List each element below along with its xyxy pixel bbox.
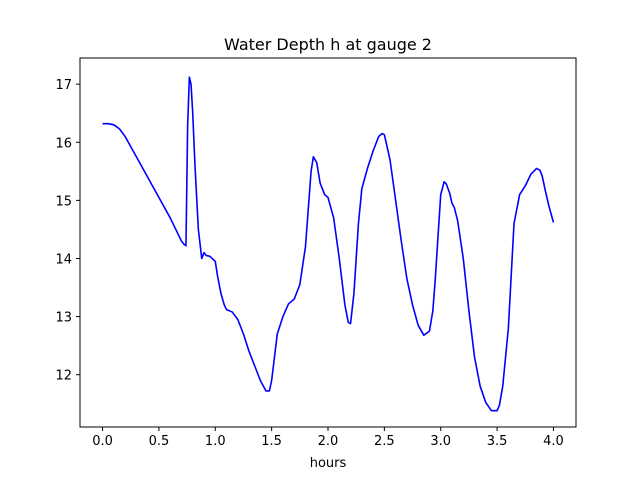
x-tick-label: 0.5 xyxy=(149,434,170,449)
y-axis-ticks: 12 13 14 15 16 17 xyxy=(55,78,80,384)
x-axis-ticks: 0.0 0.5 1.0 1.5 2.0 2.5 3.0 3.5 4.0 xyxy=(92,427,564,449)
y-tick-label: 17 xyxy=(55,78,72,93)
x-tick-label: 3.0 xyxy=(430,434,451,449)
x-tick-label: 2.0 xyxy=(318,434,339,449)
x-tick-label: 0.0 xyxy=(92,434,113,449)
x-tick-label: 1.0 xyxy=(205,434,226,449)
x-tick-label: 2.5 xyxy=(374,434,395,449)
x-tick-label: 4.0 xyxy=(543,434,564,449)
y-tick-label: 14 xyxy=(55,252,72,267)
chart-title: Water Depth h at gauge 2 xyxy=(224,35,432,54)
x-tick-label: 1.5 xyxy=(261,434,282,449)
y-tick-label: 12 xyxy=(55,369,72,384)
x-axis-label: hours xyxy=(310,456,347,471)
y-tick-label: 13 xyxy=(55,311,72,326)
y-tick-label: 16 xyxy=(55,136,72,151)
x-tick-label: 3.5 xyxy=(487,434,508,449)
y-tick-label: 15 xyxy=(55,194,72,209)
series-line-0 xyxy=(102,76,555,412)
